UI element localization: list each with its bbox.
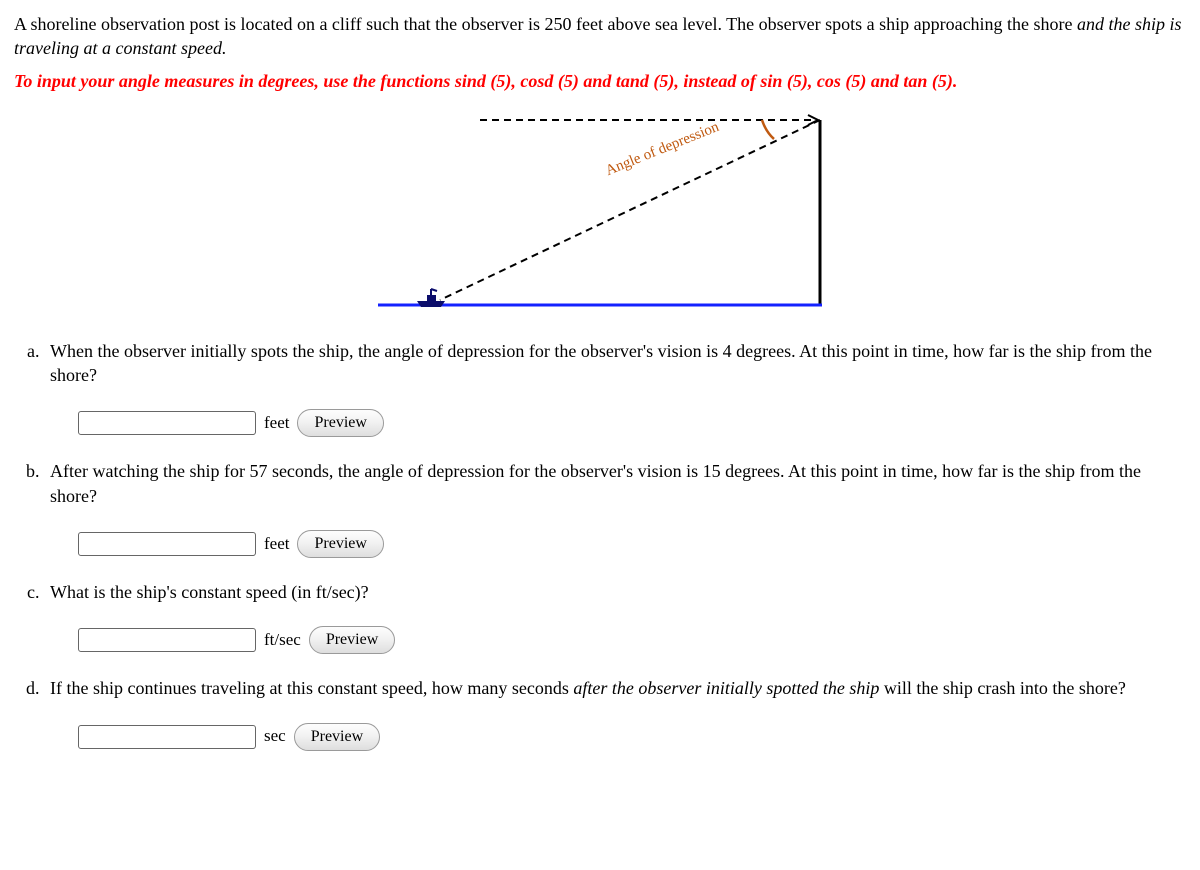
unit-a: feet <box>264 412 289 435</box>
intro-text: A shoreline observation post is located … <box>14 14 1077 34</box>
question-d-pre: If the ship continues traveling at this … <box>50 678 573 698</box>
question-c: What is the ship's constant speed (in ft… <box>44 580 1186 654</box>
question-list: When the observer initially spots the sh… <box>14 339 1186 751</box>
question-b: After watching the ship for 57 seconds, … <box>44 459 1186 558</box>
answer-input-b[interactable] <box>78 532 256 556</box>
question-c-text: What is the ship's constant speed (in ft… <box>50 582 369 602</box>
question-a-text: When the observer initially spots the sh… <box>50 341 1152 385</box>
preview-button-a[interactable]: Preview <box>297 409 383 437</box>
unit-b: feet <box>264 533 289 556</box>
answer-row-b: feet Preview <box>78 530 1186 558</box>
preview-button-b[interactable]: Preview <box>297 530 383 558</box>
angle-depression-diagram: Angle of depression <box>370 105 830 325</box>
answer-input-d[interactable] <box>78 725 256 749</box>
unit-d: sec <box>264 725 286 748</box>
question-b-text: After watching the ship for 57 seconds, … <box>50 461 1141 505</box>
problem-intro: A shoreline observation post is located … <box>14 12 1186 61</box>
question-a: When the observer initially spots the sh… <box>44 339 1186 438</box>
answer-row-d: sec Preview <box>78 723 1186 751</box>
diagram-container: Angle of depression <box>14 105 1186 325</box>
answer-row-a: feet Preview <box>78 409 1186 437</box>
answer-row-c: ft/sec Preview <box>78 626 1186 654</box>
preview-button-d[interactable]: Preview <box>294 723 380 751</box>
question-d-post: will the ship crash into the shore? <box>879 678 1125 698</box>
answer-input-c[interactable] <box>78 628 256 652</box>
unit-c: ft/sec <box>264 629 301 652</box>
question-d: If the ship continues traveling at this … <box>44 676 1186 750</box>
preview-button-c[interactable]: Preview <box>309 626 395 654</box>
input-instruction: To input your angle measures in degrees,… <box>14 69 1186 93</box>
answer-input-a[interactable] <box>78 411 256 435</box>
question-d-italic: after the observer initially spotted the… <box>573 678 879 698</box>
